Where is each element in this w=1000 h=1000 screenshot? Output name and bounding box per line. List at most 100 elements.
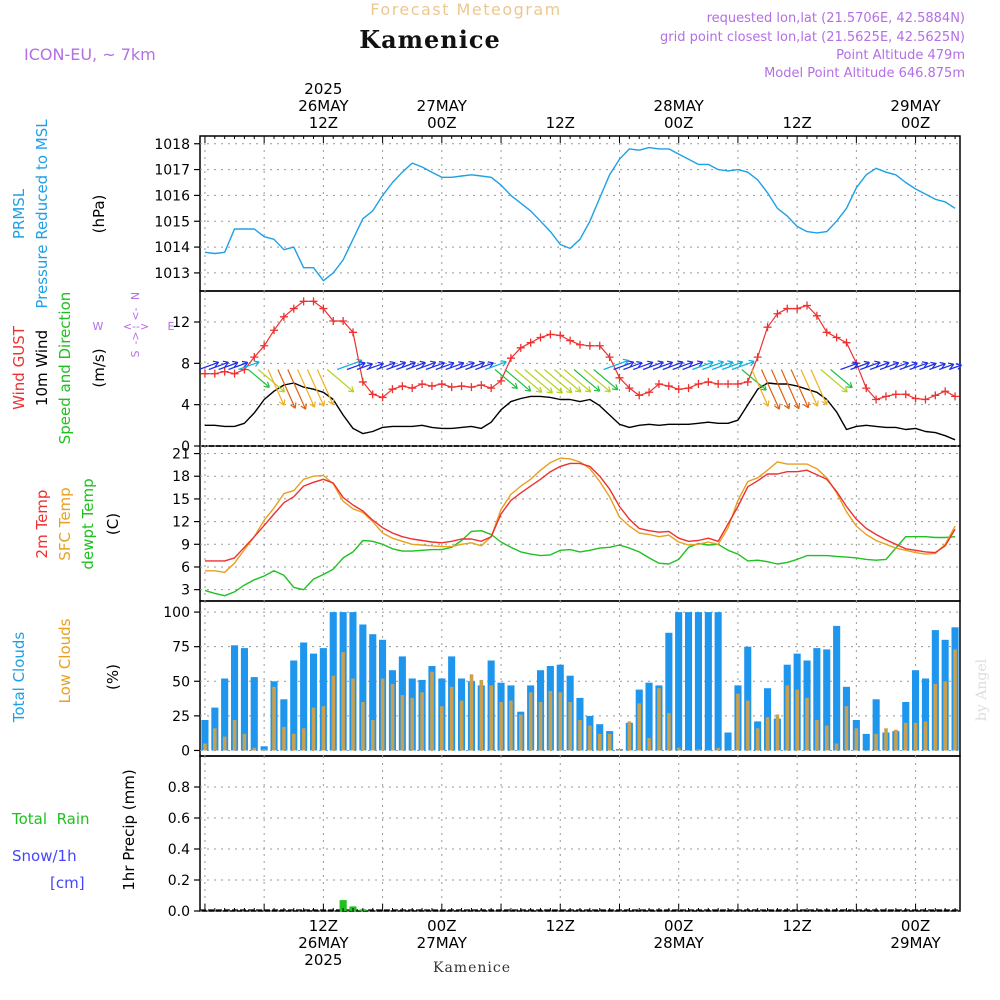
low-clouds-bar — [607, 733, 612, 751]
wind-gust-marker — [832, 333, 841, 342]
low-clouds-bar — [874, 733, 878, 751]
y-tick-label: 0.0 — [168, 904, 190, 920]
wind-gust-marker — [497, 376, 506, 385]
low-clouds-bar — [440, 706, 444, 751]
wind-gust-marker — [427, 382, 436, 391]
total-clouds-bar — [685, 612, 693, 751]
wind-gust-marker — [358, 377, 367, 386]
y-tick-label: 1016 — [154, 188, 190, 204]
total-clouds-bar — [675, 612, 683, 751]
y-tick-label: 8 — [181, 356, 190, 372]
top-time-label: 28MAY — [654, 97, 705, 115]
total-clouds-bar — [704, 612, 712, 751]
low-clouds-bar — [657, 688, 661, 751]
location-title: Kamenice — [359, 25, 501, 54]
wind-gust-marker — [842, 338, 851, 347]
wind-direction-arrow — [336, 358, 363, 371]
low-clouds-bar — [716, 747, 720, 751]
wind-gust-marker — [556, 331, 565, 340]
total-clouds-bar — [833, 625, 841, 751]
total-clouds-bar — [240, 648, 248, 751]
wind-direction-arrow — [642, 360, 664, 371]
low-clouds-bar — [311, 707, 316, 751]
wind-gust-marker — [743, 377, 752, 386]
temp-unit-label: (C) — [104, 513, 122, 535]
top-time-label: 26MAY — [298, 97, 349, 115]
low-clouds-bar — [805, 697, 809, 751]
wind-gust-marker — [921, 395, 930, 404]
low-clouds-bar — [667, 713, 671, 751]
wind-direction-arrow — [741, 369, 767, 391]
pressure-unit-label: (hPa) — [90, 195, 108, 234]
low-clouds-bar — [449, 686, 454, 751]
wind-gust-marker — [605, 353, 614, 362]
wind-direction-arrow — [544, 369, 573, 394]
y-tick-label: 75 — [172, 640, 190, 656]
wind-gust-label: Wind GUST — [10, 325, 28, 410]
compass-arrow-down: -> — [129, 331, 142, 344]
precip-axis-label: 1hr Precip (mm) — [120, 769, 138, 890]
snow-label: Snow/1h — [12, 847, 77, 865]
wind-gust-marker — [911, 394, 920, 403]
wind-direction-arrow — [938, 362, 955, 371]
low-clouds-bar — [351, 678, 355, 751]
y-tick-label: 3 — [181, 583, 190, 599]
prmsl-label: PRMSL — [10, 188, 28, 239]
low-clouds-bar — [598, 733, 602, 751]
low-clouds-bar — [785, 685, 790, 751]
wind-gust-marker — [891, 390, 900, 399]
wind-direction-arrow — [702, 360, 725, 371]
model-label: ICON-EU, ~ 7km — [24, 45, 156, 64]
low-clouds-bar — [203, 743, 207, 751]
wind-direction-arrow — [514, 369, 543, 393]
low-clouds-bar — [568, 702, 572, 751]
low-clouds-bar — [430, 671, 434, 751]
low-clouds-bar — [469, 674, 474, 751]
wind-gust-marker — [230, 369, 239, 378]
low-clouds-bar — [696, 749, 701, 751]
wind-direction-arrow — [692, 360, 714, 371]
wind-direction-arrow — [850, 360, 871, 371]
compass-s: S — [129, 350, 142, 357]
low-clouds-bar — [548, 691, 553, 751]
wind-panel-frame — [199, 290, 961, 447]
total-clouds-bar — [744, 646, 752, 751]
wind-direction-arrow — [770, 369, 791, 410]
grid-point-coords: grid point closest lon,lat (21.5625E, 42… — [660, 30, 965, 45]
low-clouds-bar — [854, 728, 859, 751]
total-clouds-bar — [231, 645, 239, 751]
wind-direction-arrow — [415, 360, 437, 371]
bottom-time-label: 27MAY — [417, 934, 468, 952]
low-clouds-bar — [222, 736, 227, 751]
wind-direction-arrow — [810, 369, 828, 406]
bottom-time-label: 12Z — [546, 917, 575, 935]
wind-direction-arrow — [504, 369, 532, 392]
low-clouds-bar — [825, 725, 829, 751]
wind-gust-marker — [951, 392, 960, 401]
wind-direction-arrow — [899, 361, 918, 371]
wind-direction-arrow — [287, 369, 307, 410]
wind-gust-marker — [753, 353, 762, 362]
low-clouds-bar — [795, 689, 799, 751]
watermark: by Angel — [974, 658, 990, 721]
wind-direction-arrow — [465, 360, 486, 371]
low-clouds-bar — [775, 714, 780, 751]
low-clouds-bar — [400, 695, 405, 751]
wind-direction-arrow — [859, 360, 881, 371]
wind-direction-arrow — [672, 360, 694, 371]
wind-gust-marker — [467, 383, 476, 392]
total-clouds-bar — [645, 682, 653, 751]
y-tick-label: 25 — [172, 709, 190, 725]
wind-direction-arrow — [376, 361, 396, 371]
wind-direction-arrow — [425, 361, 446, 371]
y-tick-label: 4 — [181, 398, 190, 414]
wind-direction-arrow — [494, 369, 518, 389]
top-time-label: 12Z — [782, 114, 811, 132]
sfc-temp-line — [204, 457, 956, 573]
wind-gust-marker — [200, 369, 209, 378]
y-tick-label: 12 — [172, 315, 190, 331]
total-rain-label: Total Rain — [11, 810, 90, 828]
total-clouds-bar — [221, 678, 229, 751]
wind-gust-marker — [309, 297, 318, 306]
wind-direction-arrow — [721, 360, 744, 371]
